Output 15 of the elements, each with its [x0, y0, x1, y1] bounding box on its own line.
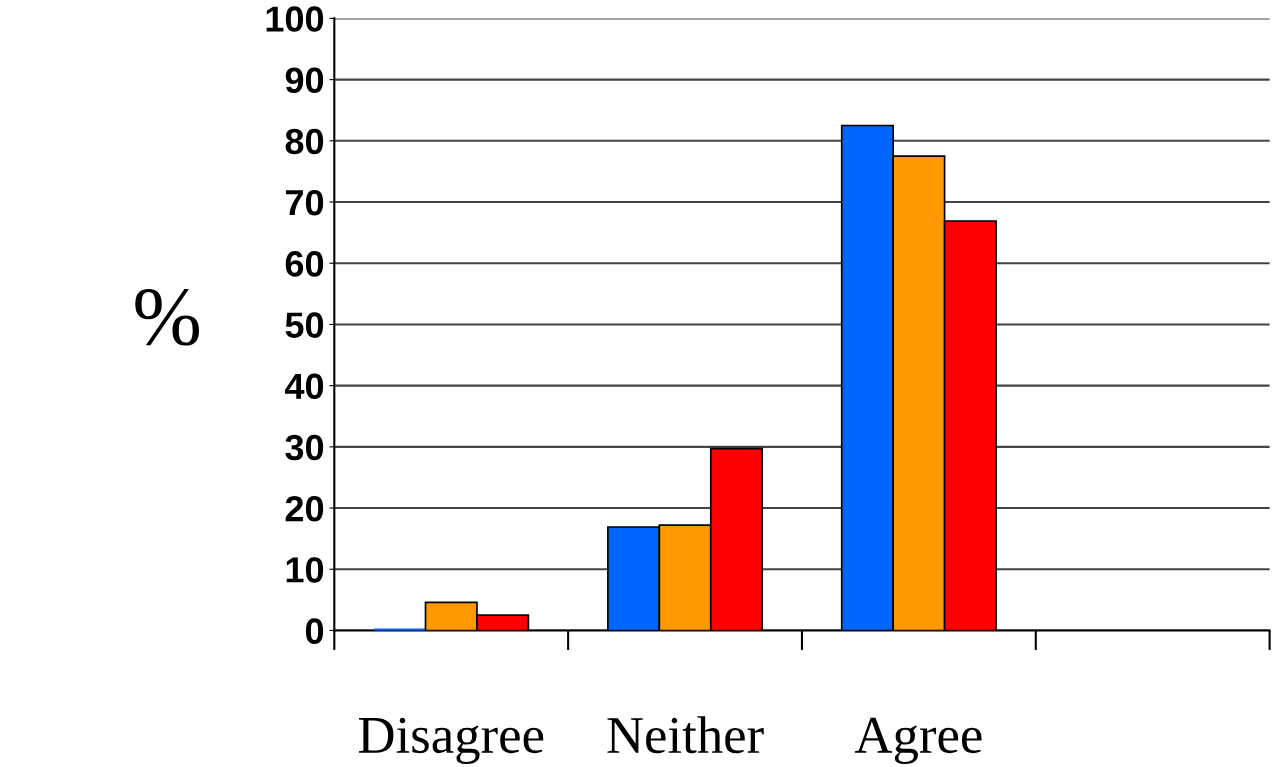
x-tick-label: Agree: [854, 717, 982, 765]
y-tick-label: 70: [285, 189, 324, 216]
y-tick-label: 30: [285, 434, 324, 461]
y-tick-label: 60: [285, 251, 324, 277]
y-tick-label: 40: [284, 373, 324, 400]
y-tick-label: 80: [285, 128, 324, 155]
y-tick-label: 100: [266, 6, 324, 32]
x-tick-label: Neither: [607, 716, 764, 754]
y-axis-title: %: [135, 289, 199, 346]
y-tick-label: 10: [286, 557, 324, 583]
y-tick-label: 50: [285, 312, 324, 338]
y-tick-label: 90: [285, 67, 324, 94]
x-tick-label: Disagree: [358, 717, 544, 765]
y-tick-label: 0: [305, 618, 324, 644]
y-tick-label: 20: [285, 495, 324, 522]
